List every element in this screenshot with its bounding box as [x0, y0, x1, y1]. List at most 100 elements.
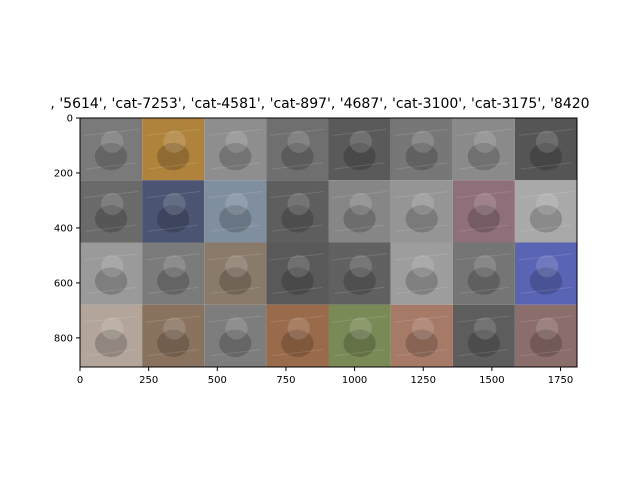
tile-texture [270, 315, 325, 357]
cat-head [411, 130, 435, 153]
cat-silhouette [405, 267, 438, 295]
tile-background [328, 242, 391, 305]
tile-background [204, 242, 267, 305]
y-tick-label: 800 [54, 333, 73, 344]
image-tile [328, 242, 391, 305]
tile-texture [394, 128, 449, 170]
cat-head [225, 254, 248, 278]
tile-texture [332, 315, 387, 357]
y-tick-label: 400 [54, 223, 73, 234]
cat-silhouette [467, 205, 500, 233]
image-tile [142, 180, 205, 243]
x-tick-label: 750 [276, 375, 295, 386]
x-tick-label: 0 [77, 375, 83, 386]
tile-texture [146, 253, 201, 295]
image-tile [514, 180, 577, 243]
image-tile [452, 242, 515, 305]
image-tile [452, 118, 515, 181]
cat-head [287, 130, 310, 153]
tile-background [452, 304, 515, 367]
tile-texture [208, 315, 263, 357]
tile-texture [394, 190, 449, 232]
cat-silhouette [405, 205, 438, 233]
cat-head [101, 130, 124, 153]
tile-texture [146, 190, 201, 232]
tile-background [80, 180, 143, 243]
dog-silhouette [157, 329, 190, 358]
tile-background [514, 304, 577, 367]
cat-silhouette [343, 205, 376, 233]
tile-background [514, 118, 577, 181]
image-tile [80, 118, 143, 181]
tile-background [80, 242, 143, 305]
cat-head [163, 254, 186, 278]
cat-head [411, 317, 435, 340]
tile-background [204, 304, 267, 367]
tile-texture [83, 128, 139, 170]
image-tile [328, 304, 391, 367]
tile-texture [456, 253, 511, 295]
dog-silhouette [157, 205, 190, 233]
tile-background [142, 180, 205, 243]
dog-head [225, 317, 248, 340]
dog-head [101, 254, 124, 278]
tile-texture [456, 190, 511, 232]
dog-silhouette [94, 205, 128, 233]
cat-silhouette [405, 142, 438, 171]
cat-head [411, 192, 435, 216]
tile-background [80, 304, 143, 367]
tile-texture [270, 190, 325, 232]
tile-texture [83, 190, 139, 232]
tile-background [328, 118, 391, 181]
dog-silhouette [467, 267, 500, 295]
tile-background [266, 304, 329, 367]
tile-background [390, 180, 453, 243]
image-tile [514, 242, 577, 305]
tile-texture [518, 315, 574, 357]
image-grid [80, 118, 577, 367]
cat-silhouette [529, 142, 563, 171]
cat-silhouette [219, 205, 252, 233]
tile-background [452, 118, 515, 181]
tile-background [204, 180, 267, 243]
tile-texture [456, 315, 511, 357]
dog-silhouette [281, 329, 314, 358]
tile-background [328, 304, 391, 367]
image-tile [452, 304, 515, 367]
tile-texture [332, 128, 387, 170]
tile-background [80, 118, 143, 181]
x-tick-label: 1000 [342, 375, 367, 386]
dog-head [101, 192, 124, 216]
dog-silhouette [219, 329, 252, 358]
tile-texture [270, 128, 325, 170]
cat-head [225, 192, 248, 216]
cat-head [349, 192, 372, 216]
image-tile [266, 242, 329, 305]
dog-head [473, 130, 497, 153]
tile-texture [208, 253, 263, 295]
tile-background [514, 242, 577, 305]
tile-texture [332, 190, 387, 232]
tile-texture [394, 253, 449, 295]
image-tile [390, 118, 453, 181]
cat-head [535, 192, 559, 216]
tile-background [142, 304, 205, 367]
tile-background [452, 180, 515, 243]
dog-silhouette [343, 267, 376, 295]
dog-silhouette [467, 329, 500, 358]
image-tile [390, 180, 453, 243]
cat-silhouette [529, 329, 563, 358]
image-tile [80, 304, 143, 367]
y-axis: 0 200 400 600 800 [54, 114, 80, 344]
x-axis: 0 250 500 750 1000 1250 1500 1750 [77, 367, 573, 386]
dog-head [101, 317, 124, 340]
chart-title: , '5614', 'cat-7253', 'cat-4581', 'cat-8… [50, 96, 589, 112]
cat-head [163, 130, 186, 153]
tile-background [266, 118, 329, 181]
cat-head [473, 192, 497, 216]
dog-head [349, 254, 372, 278]
cat-silhouette [529, 267, 563, 295]
tile-background [390, 242, 453, 305]
image-tile [514, 304, 577, 367]
